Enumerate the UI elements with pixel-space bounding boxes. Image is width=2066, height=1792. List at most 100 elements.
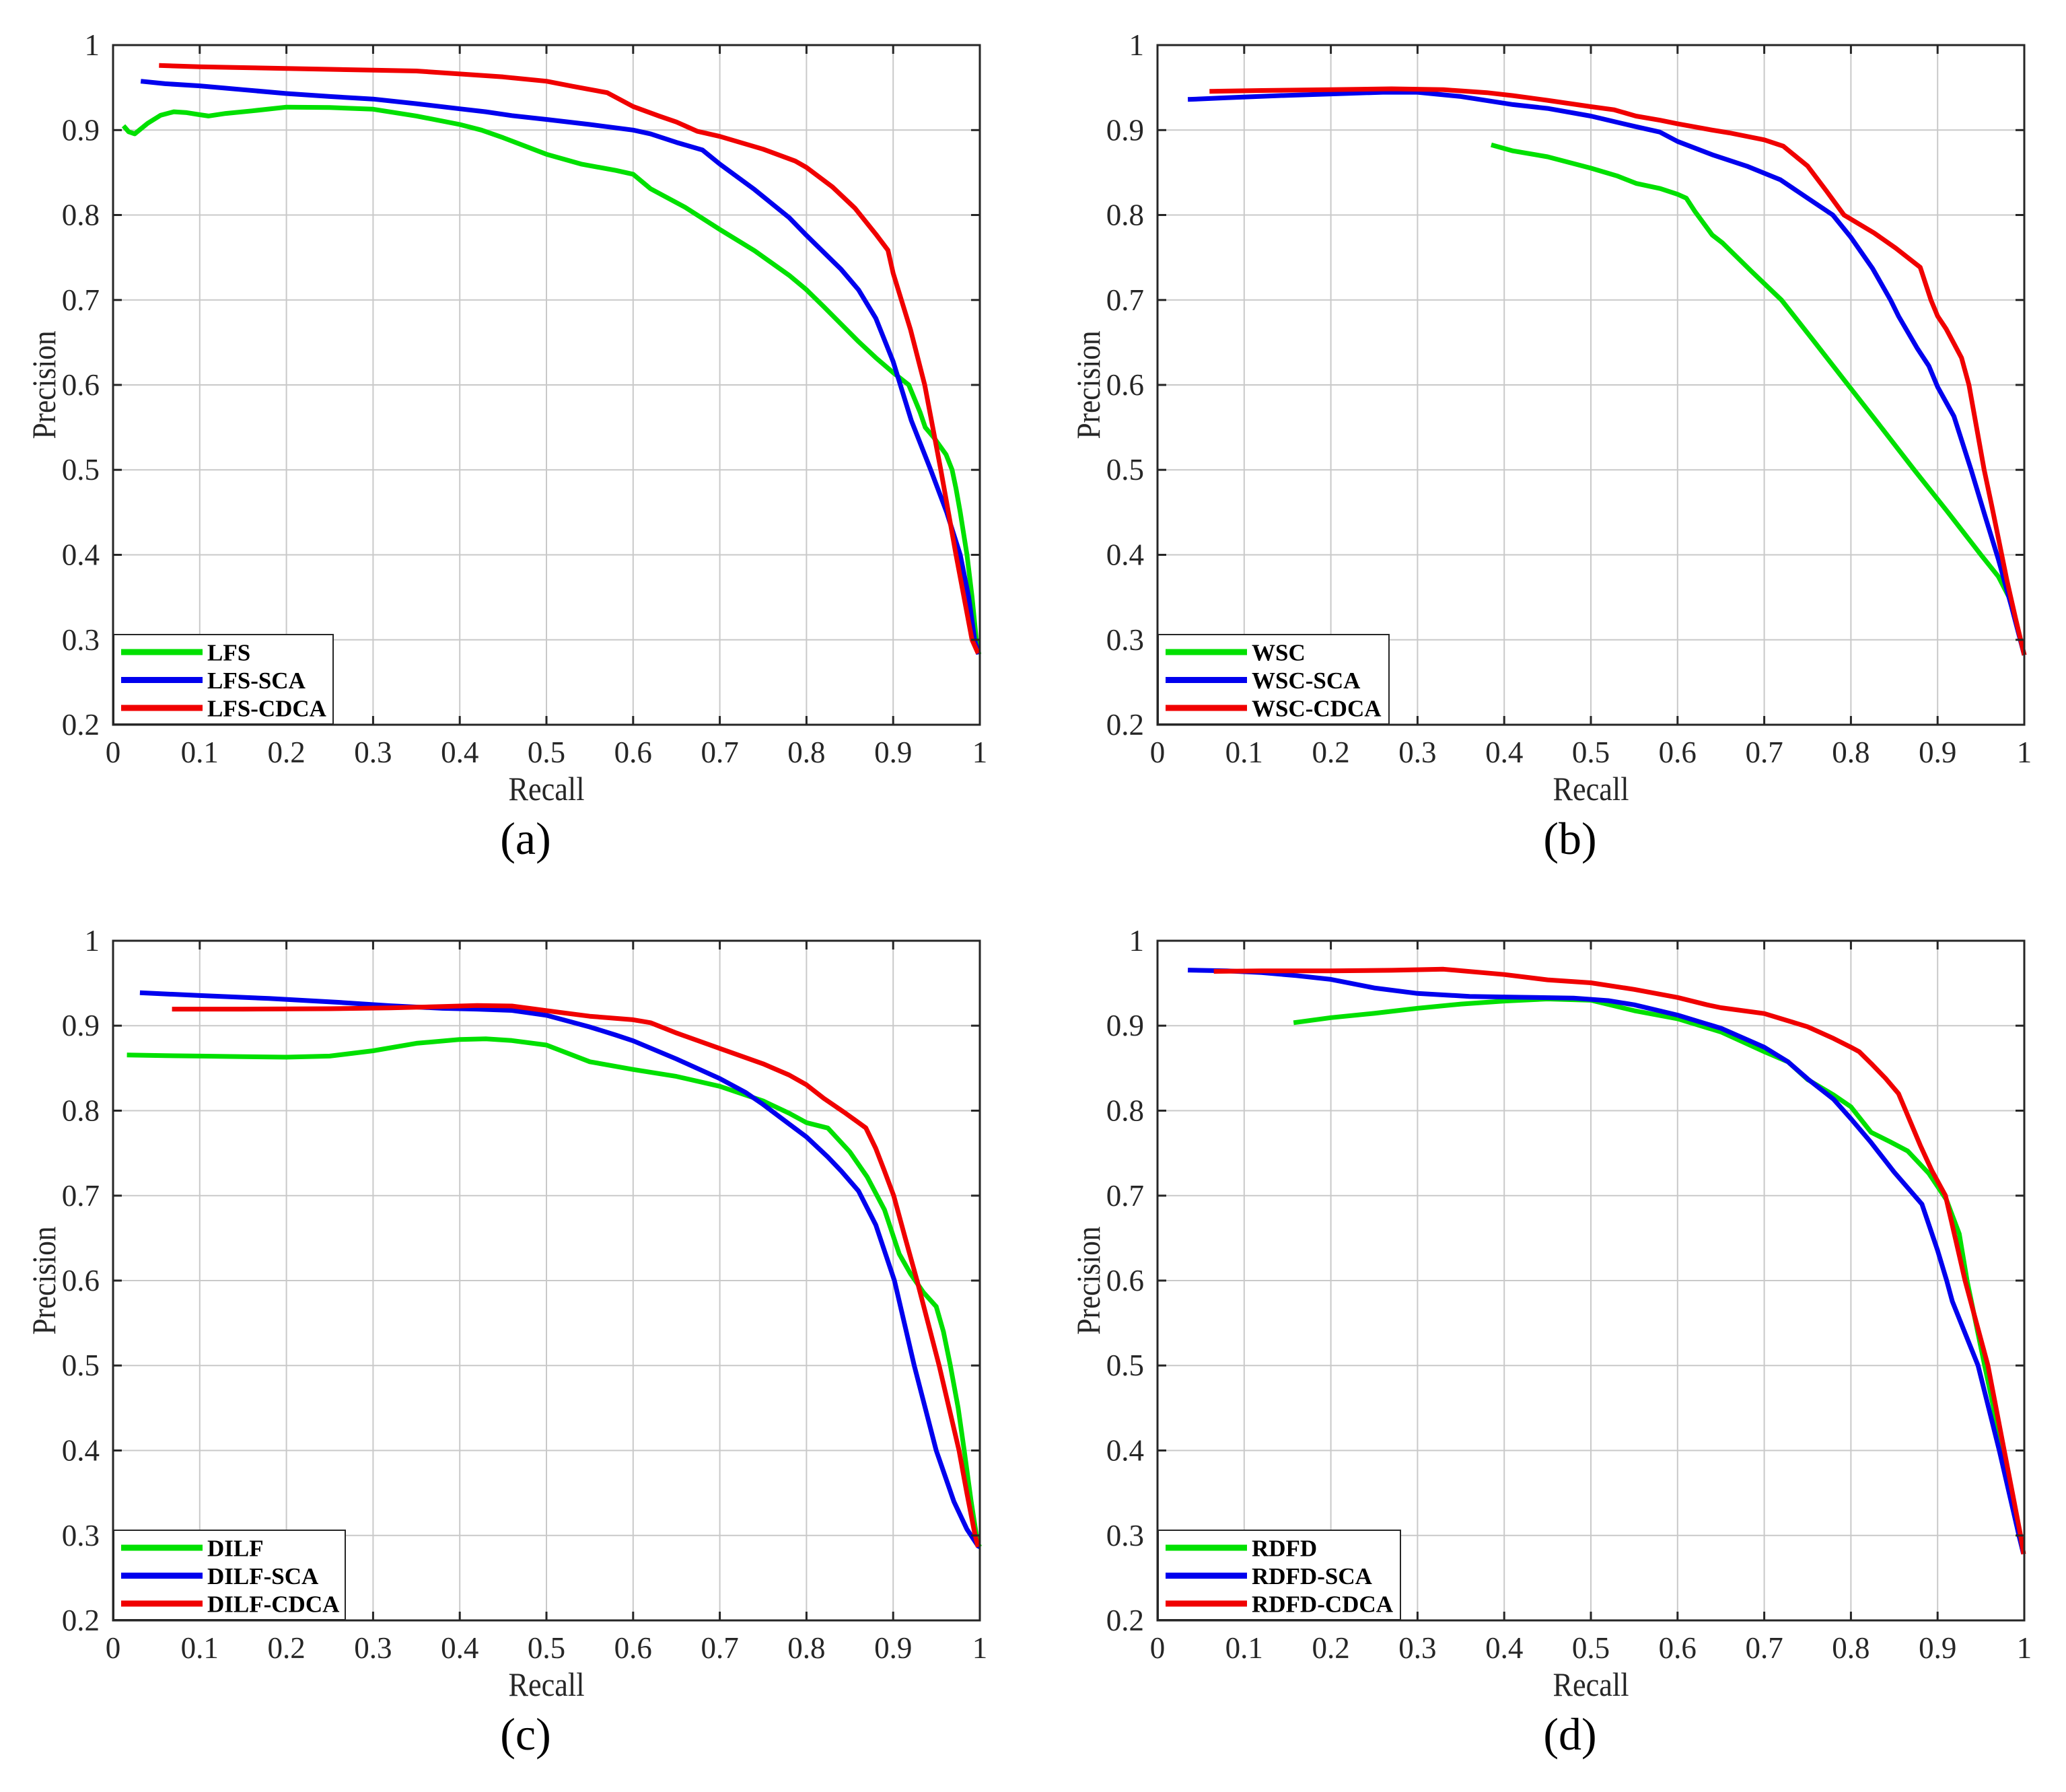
- svg-text:Recall: Recall: [509, 770, 585, 808]
- svg-text:0.7: 0.7: [701, 736, 738, 769]
- svg-text:DILF: DILF: [207, 1536, 264, 1562]
- svg-text:0.9: 0.9: [874, 736, 912, 769]
- svg-text:0.8: 0.8: [1106, 1094, 1144, 1128]
- svg-text:0.5: 0.5: [528, 736, 565, 769]
- svg-text:Recall: Recall: [1553, 1665, 1629, 1703]
- svg-text:0.8: 0.8: [1832, 1631, 1869, 1665]
- svg-text:0.5: 0.5: [62, 453, 100, 487]
- svg-text:WSC-CDCA: WSC-CDCA: [1252, 696, 1382, 722]
- svg-text:1: 1: [2017, 1631, 2032, 1665]
- svg-text:0.6: 0.6: [1106, 1264, 1144, 1297]
- svg-text:0.7: 0.7: [1106, 283, 1144, 317]
- svg-text:0.2: 0.2: [267, 1631, 305, 1665]
- svg-text:0.7: 0.7: [1745, 1631, 1783, 1665]
- svg-text:0.3: 0.3: [62, 1519, 100, 1552]
- svg-text:0.6: 0.6: [1659, 1631, 1697, 1665]
- svg-text:0.7: 0.7: [62, 1179, 100, 1213]
- svg-text:0.3: 0.3: [354, 736, 392, 769]
- svg-text:0.8: 0.8: [1832, 736, 1869, 769]
- svg-text:0.1: 0.1: [1225, 1631, 1263, 1665]
- svg-text:RDFD: RDFD: [1252, 1536, 1317, 1562]
- svg-text:0: 0: [106, 1631, 121, 1665]
- svg-text:0.4: 0.4: [1106, 538, 1144, 572]
- svg-text:0.3: 0.3: [354, 1631, 392, 1665]
- svg-text:0.4: 0.4: [62, 1434, 100, 1468]
- svg-text:0.2: 0.2: [1106, 708, 1144, 742]
- svg-text:(a): (a): [500, 813, 550, 864]
- svg-text:1: 1: [972, 1631, 988, 1665]
- svg-text:0.7: 0.7: [62, 283, 100, 317]
- svg-text:0.2: 0.2: [62, 1604, 100, 1637]
- svg-text:WSC-SCA: WSC-SCA: [1252, 668, 1361, 694]
- svg-text:0.4: 0.4: [1485, 1631, 1523, 1665]
- svg-text:(c): (c): [500, 1709, 550, 1760]
- svg-text:0.7: 0.7: [1106, 1179, 1144, 1213]
- svg-text:0.9: 0.9: [62, 1009, 100, 1042]
- svg-text:0.9: 0.9: [1919, 736, 1956, 769]
- svg-text:0.9: 0.9: [874, 1631, 912, 1665]
- svg-text:0.4: 0.4: [1106, 1434, 1144, 1468]
- svg-text:0.6: 0.6: [1659, 736, 1697, 769]
- svg-text:DILF-SCA: DILF-SCA: [207, 1563, 319, 1589]
- svg-text:0.5: 0.5: [62, 1349, 100, 1382]
- svg-text:0.2: 0.2: [267, 736, 305, 769]
- svg-text:0.8: 0.8: [787, 736, 825, 769]
- svg-text:0.3: 0.3: [1398, 1631, 1436, 1665]
- svg-text:0.5: 0.5: [1572, 736, 1610, 769]
- svg-text:0.2: 0.2: [1312, 736, 1349, 769]
- svg-text:0.9: 0.9: [62, 113, 100, 147]
- svg-text:WSC: WSC: [1252, 640, 1306, 666]
- svg-text:0.8: 0.8: [787, 1631, 825, 1665]
- svg-text:Recall: Recall: [1553, 770, 1629, 808]
- svg-text:0.2: 0.2: [1312, 1631, 1349, 1665]
- svg-text:0.5: 0.5: [1106, 1349, 1144, 1382]
- svg-text:1: 1: [85, 924, 100, 958]
- svg-text:0.6: 0.6: [1106, 368, 1144, 402]
- svg-text:0.1: 0.1: [181, 1631, 219, 1665]
- svg-text:0.3: 0.3: [62, 623, 100, 657]
- svg-text:0.4: 0.4: [441, 1631, 478, 1665]
- svg-text:0.6: 0.6: [614, 1631, 652, 1665]
- svg-text:0: 0: [1150, 736, 1166, 769]
- svg-text:0.9: 0.9: [1106, 1009, 1144, 1042]
- svg-text:LFS-CDCA: LFS-CDCA: [207, 696, 327, 722]
- svg-text:0: 0: [106, 736, 121, 769]
- svg-text:Precision: Precision: [25, 331, 63, 439]
- svg-text:0.7: 0.7: [701, 1631, 738, 1665]
- svg-text:RDFD-CDCA: RDFD-CDCA: [1252, 1591, 1394, 1618]
- svg-text:0.5: 0.5: [1572, 1631, 1610, 1665]
- svg-text:0.2: 0.2: [1106, 1604, 1144, 1637]
- svg-text:0.6: 0.6: [614, 736, 652, 769]
- svg-text:Recall: Recall: [509, 1665, 585, 1703]
- svg-text:(b): (b): [1543, 813, 1596, 864]
- svg-text:Precision: Precision: [1069, 1227, 1107, 1335]
- svg-text:Precision: Precision: [1069, 331, 1107, 439]
- svg-text:0.1: 0.1: [1225, 736, 1263, 769]
- svg-text:0.3: 0.3: [1106, 623, 1144, 657]
- svg-text:(d): (d): [1543, 1709, 1596, 1760]
- svg-text:0.5: 0.5: [528, 1631, 565, 1665]
- svg-text:LFS-SCA: LFS-SCA: [207, 668, 306, 694]
- svg-text:RDFD-SCA: RDFD-SCA: [1252, 1563, 1373, 1589]
- svg-text:0.1: 0.1: [181, 736, 219, 769]
- svg-text:0.8: 0.8: [62, 199, 100, 232]
- svg-text:1: 1: [85, 28, 100, 62]
- svg-text:0: 0: [1150, 1631, 1166, 1665]
- svg-text:0.6: 0.6: [62, 368, 100, 402]
- svg-text:0.9: 0.9: [1106, 113, 1144, 147]
- svg-text:0.6: 0.6: [62, 1264, 100, 1297]
- svg-text:LFS: LFS: [207, 640, 250, 666]
- svg-text:DILF-CDCA: DILF-CDCA: [207, 1591, 340, 1618]
- svg-text:Precision: Precision: [25, 1227, 63, 1335]
- svg-text:0.4: 0.4: [62, 538, 100, 572]
- svg-text:0.8: 0.8: [1106, 199, 1144, 232]
- svg-text:1: 1: [2017, 736, 2032, 769]
- svg-text:0.3: 0.3: [1106, 1519, 1144, 1552]
- svg-text:1: 1: [1129, 28, 1145, 62]
- svg-text:1: 1: [972, 736, 988, 769]
- svg-text:0.7: 0.7: [1745, 736, 1783, 769]
- svg-text:1: 1: [1129, 924, 1145, 958]
- svg-text:0.4: 0.4: [1485, 736, 1523, 769]
- svg-text:0.5: 0.5: [1106, 453, 1144, 487]
- svg-text:0.2: 0.2: [62, 708, 100, 742]
